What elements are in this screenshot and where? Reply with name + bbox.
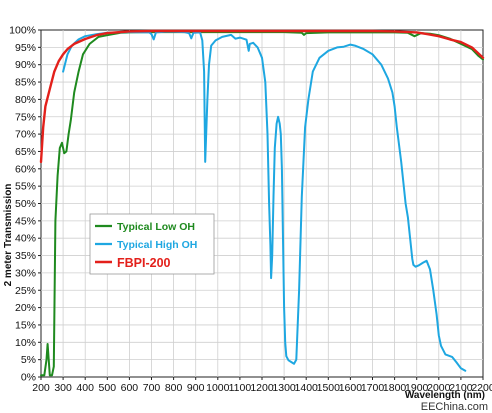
x-tick-label: 1400	[295, 382, 319, 394]
y-tick-label: 30%	[15, 267, 36, 279]
x-tick-label: 300	[54, 382, 72, 394]
x-axis-title: Wavelength (nm)	[405, 390, 485, 401]
y-tick-label: 0%	[21, 372, 36, 384]
y-tick-label: 85%	[15, 77, 36, 89]
y-tick-label: 60%	[15, 163, 36, 175]
y-tick-label: 5%	[21, 354, 36, 366]
y-tick-label: 10%	[15, 337, 36, 349]
x-tick-label: 1300	[272, 382, 296, 394]
x-tick-label: 1100	[229, 382, 252, 394]
y-tick-label: 95%	[15, 42, 36, 54]
x-tick-label: 2100	[449, 382, 473, 394]
y-tick-label: 35%	[15, 250, 36, 262]
x-tick-label: 1200	[250, 382, 274, 394]
x-tick-label: 1600	[339, 382, 363, 394]
x-tick-labels: 200 300 400 500 600 700 800 900 1000 1100 12001300…	[32, 382, 492, 394]
y-tick-label: 80%	[15, 94, 36, 106]
y-axis-title: 2 meter Transmission	[3, 184, 14, 287]
watermark-text: EEChina.com	[421, 401, 488, 413]
y-tick-label: 100%	[9, 25, 36, 37]
series-line-fbpi-200	[39, 29, 485, 164]
y-tick-label: 45%	[15, 215, 36, 227]
series-lines	[39, 29, 485, 377]
legend: Typical Low OH Typical High OH FBPI-200	[89, 213, 215, 275]
y-tick-label: 15%	[15, 319, 36, 331]
y-tick-label: 25%	[15, 285, 36, 297]
y-tick-label: 55%	[15, 181, 36, 193]
legend-label-low-oh: Typical Low OH	[117, 221, 195, 233]
x-tick-label: 1500	[317, 382, 341, 394]
x-tick-label: 800	[165, 382, 183, 394]
y-tick-labels: 0% 5% 10% 15% 20% 25% 30% 35% 40% 45% 50% 55% 60% 65%…	[9, 25, 36, 384]
x-tick-label: 900	[187, 382, 205, 394]
y-tick-label: 90%	[15, 59, 36, 71]
x-tick-label: 1000	[206, 382, 230, 394]
x-tick-label: 600	[121, 382, 139, 394]
y-tick-label: 75%	[15, 111, 36, 123]
y-tick-label: 65%	[15, 146, 36, 158]
x-tick-label: 1800	[383, 382, 407, 394]
y-tick-label: 40%	[15, 233, 36, 245]
series-line-typical-high-oh	[62, 30, 467, 372]
x-tick-label: 1700	[361, 382, 385, 394]
x-tick-label: 400	[76, 382, 94, 394]
y-tick-label: 20%	[15, 302, 36, 314]
x-tick-label: 700	[143, 382, 161, 394]
x-tick-label: 2000	[427, 382, 451, 394]
x-tick-label: 1900	[405, 382, 429, 394]
legend-label-high-oh: Typical High OH	[117, 239, 197, 251]
y-tick-label: 50%	[15, 198, 36, 210]
y-tick-label: 70%	[15, 129, 36, 141]
legend-label-fbpi-200: FBPI-200	[117, 256, 171, 270]
x-tick-label: 200	[32, 382, 50, 394]
x-tick-label: 500	[99, 382, 117, 394]
x-tick-label: 2200	[471, 382, 492, 394]
